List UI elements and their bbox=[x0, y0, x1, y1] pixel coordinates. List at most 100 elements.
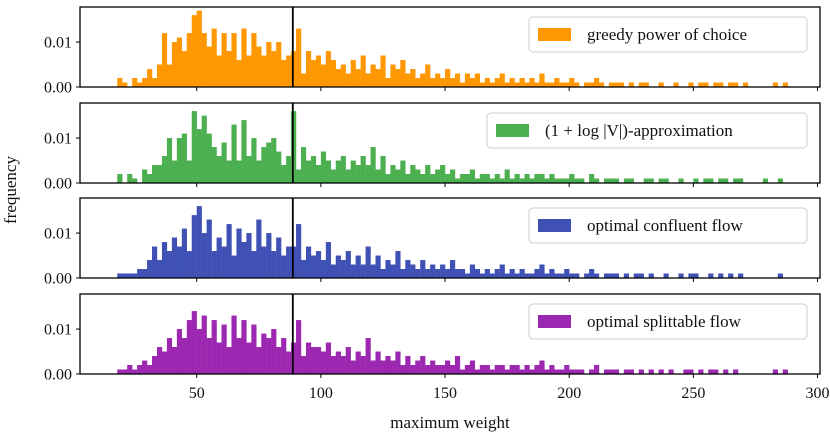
histogram-bar bbox=[122, 273, 128, 278]
histogram-bar bbox=[723, 178, 729, 183]
histogram-bar bbox=[569, 369, 575, 374]
histogram-bar bbox=[320, 151, 327, 183]
histogram-bar bbox=[559, 178, 565, 183]
panel-frame bbox=[79, 6, 821, 88]
histogram-bar bbox=[474, 369, 480, 374]
histogram-bar bbox=[310, 255, 317, 278]
histogram-bar bbox=[658, 369, 664, 374]
legend-label: optimal confluent flow bbox=[587, 216, 744, 235]
histogram-bar bbox=[320, 260, 327, 278]
histogram-bar bbox=[494, 269, 500, 278]
histogram-bar bbox=[569, 174, 575, 183]
histogram-bar bbox=[221, 324, 227, 374]
histogram-bar bbox=[549, 365, 555, 374]
histogram-bar bbox=[733, 369, 739, 374]
histogram-bar bbox=[603, 273, 610, 278]
histogram-bar bbox=[484, 174, 490, 183]
histogram-bar bbox=[261, 147, 267, 183]
histogram-bar bbox=[206, 338, 212, 374]
histogram-bar bbox=[301, 356, 307, 374]
histogram-bar bbox=[544, 178, 550, 183]
histogram-bar bbox=[276, 237, 282, 278]
histogram-bar bbox=[375, 169, 381, 183]
histogram-bar bbox=[539, 264, 545, 278]
histogram-bar bbox=[603, 178, 610, 183]
histogram-bar bbox=[127, 365, 133, 374]
histogram-bar bbox=[589, 269, 595, 278]
histogram-bar bbox=[152, 246, 158, 278]
histogram-bar bbox=[395, 251, 401, 278]
histogram-bar bbox=[638, 273, 644, 278]
histogram-bar bbox=[166, 138, 173, 183]
histogram-bar bbox=[479, 174, 485, 183]
histogram-bar bbox=[137, 82, 143, 87]
histogram-bar bbox=[360, 55, 366, 87]
histogram-bar bbox=[564, 365, 570, 374]
histogram-bar bbox=[400, 60, 406, 87]
histogram-bar bbox=[643, 82, 649, 87]
histogram-bar bbox=[504, 169, 510, 183]
panel-frame bbox=[79, 293, 821, 375]
histogram-bar bbox=[266, 42, 272, 87]
histogram-bar bbox=[410, 165, 416, 183]
histogram-bar bbox=[365, 246, 371, 278]
histogram-bar bbox=[335, 69, 341, 87]
histogram-bar bbox=[529, 369, 535, 374]
histogram-bar bbox=[171, 347, 178, 374]
y-tick-label: 0.00 bbox=[44, 367, 72, 384]
x-tick-label: 250 bbox=[681, 385, 705, 402]
histogram-bar bbox=[211, 251, 217, 278]
histogram-bar bbox=[519, 78, 525, 87]
histogram-bar bbox=[613, 273, 620, 278]
histogram-bar bbox=[330, 169, 336, 183]
histogram-bar bbox=[276, 151, 282, 183]
histogram-bar bbox=[191, 15, 197, 87]
histogram-bar bbox=[489, 273, 495, 278]
histogram-bar bbox=[211, 28, 217, 87]
histogram-bar bbox=[584, 82, 590, 87]
histogram-bar bbox=[484, 365, 490, 374]
histogram-bar bbox=[544, 273, 550, 278]
histogram-bar bbox=[147, 260, 153, 278]
histogram-bar bbox=[693, 178, 699, 183]
histogram-bar bbox=[534, 269, 540, 278]
histogram-bar bbox=[281, 165, 287, 183]
histogram-bar bbox=[638, 82, 644, 87]
histogram-bar bbox=[236, 160, 242, 183]
histogram-bar bbox=[296, 28, 302, 87]
histogram-bar bbox=[464, 174, 471, 183]
histogram-bar bbox=[261, 333, 267, 374]
histogram-bar bbox=[340, 156, 346, 183]
histogram-bar bbox=[728, 82, 734, 87]
histogram-bar bbox=[618, 82, 625, 87]
histogram-bar bbox=[286, 55, 292, 87]
histogram-bar bbox=[271, 51, 277, 87]
histogram-bar bbox=[156, 165, 163, 183]
histogram-bar bbox=[698, 82, 704, 87]
panel-frame bbox=[79, 197, 821, 279]
histogram-bar bbox=[603, 369, 610, 374]
histogram-bar bbox=[420, 73, 426, 87]
histogram-bar bbox=[310, 60, 317, 87]
histogram-bar bbox=[425, 165, 431, 183]
histogram-bar bbox=[663, 273, 669, 278]
histogram-bar bbox=[186, 33, 192, 87]
histogram-bar bbox=[708, 369, 714, 374]
histogram-bar bbox=[777, 273, 783, 278]
histogram-bar bbox=[181, 51, 187, 87]
y-tick-label: 0.01 bbox=[44, 322, 72, 339]
histogram-bar bbox=[440, 264, 446, 278]
histogram-bar bbox=[181, 133, 187, 183]
histogram-bar bbox=[713, 82, 719, 87]
histogram-bar bbox=[305, 160, 312, 183]
histogram-bar bbox=[246, 55, 252, 87]
histogram-bar bbox=[509, 269, 515, 278]
histogram-bar bbox=[435, 365, 441, 374]
histogram-bar bbox=[315, 55, 322, 87]
histogram-bar bbox=[345, 347, 351, 374]
histogram-bar bbox=[499, 178, 505, 183]
histogram-bar bbox=[365, 73, 371, 87]
histogram-bar bbox=[400, 160, 406, 183]
histogram-bar bbox=[405, 356, 411, 374]
histogram-bar bbox=[703, 82, 709, 87]
